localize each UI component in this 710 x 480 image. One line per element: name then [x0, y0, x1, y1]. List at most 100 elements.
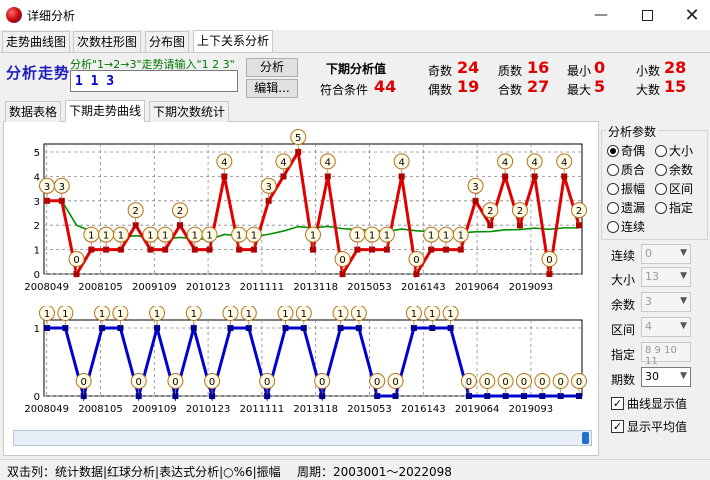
value-bubble — [424, 306, 441, 321]
x-tick-label: 2019093 — [509, 404, 554, 415]
data-label: 0 — [546, 255, 552, 266]
next-analysis-title: 下期分析值 — [326, 62, 387, 76]
radio-consecutive[interactable]: 连续 — [607, 218, 645, 235]
value-bubble — [497, 373, 514, 389]
value-bubble — [571, 202, 587, 219]
value-bubble — [405, 306, 422, 321]
value-bubble — [295, 306, 312, 321]
field-big-small-label: 大小 — [611, 273, 636, 287]
radio-amplitude[interactable]: 振幅 — [607, 180, 645, 197]
x-tick-label: 2011111 — [240, 404, 285, 415]
tab-next-count[interactable]: 下期次数统计 — [149, 101, 230, 122]
data-label: 3 — [265, 182, 271, 193]
data-label: 4 — [221, 157, 227, 168]
data-label: 1 — [356, 309, 362, 320]
data-label: 4 — [325, 157, 331, 168]
minimize-icon[interactable]: — — [594, 7, 608, 23]
value-bubble — [442, 306, 459, 321]
value-bubble — [511, 202, 528, 219]
data-point — [546, 271, 553, 277]
field-specified-label: 指定 — [611, 348, 636, 362]
data-label: 2 — [517, 206, 523, 217]
title-bar: 详细分析 — ✕ — [0, 0, 710, 30]
show-average-checkbox[interactable]: ✓ 显示平均值 — [611, 420, 688, 434]
big-small-select[interactable]: 13 ▼ — [641, 267, 691, 287]
period-label: 周期： — [297, 465, 334, 479]
value-bubble — [552, 373, 569, 389]
x-tick-label: 2016143 — [401, 404, 446, 415]
data-label: 5 — [295, 133, 301, 144]
periods-select[interactable]: 30 ▼ — [641, 367, 691, 387]
data-label: 2 — [576, 206, 582, 217]
data-point — [295, 149, 302, 155]
value-bubble — [57, 306, 74, 321]
tab-next-trend[interactable]: 下期走势曲线 — [65, 100, 146, 122]
data-point — [319, 393, 326, 399]
horizontal-scrollbar[interactable] — [13, 430, 592, 446]
data-label: 1 — [44, 309, 50, 320]
specified-input[interactable]: 8 9 10 11 — [641, 342, 691, 367]
value-bubble — [222, 306, 239, 321]
radio-interval[interactable]: 区间 — [655, 180, 693, 197]
data-point — [576, 222, 582, 229]
status-bar: 双击列：统计数据|红球分析|表达式分析|○%6|振幅 周期： 2003001～2… — [0, 459, 710, 479]
data-label: 1 — [443, 231, 449, 242]
data-point — [172, 393, 179, 399]
close-icon[interactable]: ✕ — [684, 4, 700, 26]
tab-count-bar-chart[interactable]: 次数柱形图 — [73, 31, 142, 52]
radio-missing[interactable]: 遗漏 — [607, 199, 645, 216]
maximize-icon[interactable] — [624, 0, 670, 30]
radio-prime-composite[interactable]: 质合 — [607, 161, 645, 178]
data-point — [80, 393, 87, 399]
data-label: 1 — [62, 309, 68, 320]
tab-data-table[interactable]: 数据表格 — [5, 101, 62, 122]
data-point — [502, 393, 509, 399]
data-label: 1 — [301, 309, 307, 320]
data-label: 1 — [447, 309, 453, 320]
consecutive-select[interactable]: 0 ▼ — [641, 244, 691, 264]
data-label: 0 — [539, 377, 545, 388]
scroll-thumb[interactable] — [582, 432, 589, 444]
radio-specified[interactable]: 指定 — [655, 199, 693, 216]
data-point — [413, 271, 420, 277]
value-bubble — [94, 306, 111, 321]
match-label: 符合条件 — [320, 83, 369, 97]
data-point — [264, 393, 271, 399]
value-bubble — [39, 306, 55, 321]
data-point — [502, 173, 509, 180]
analyze-button[interactable]: 分析 — [246, 58, 298, 77]
value-bubble — [482, 202, 499, 219]
data-label: 0 — [557, 377, 563, 388]
edit-button[interactable]: 编辑... — [246, 79, 298, 98]
data-label: 0 — [576, 377, 582, 388]
value-bubble — [393, 153, 410, 170]
value-bubble — [149, 306, 166, 321]
tab-distribution[interactable]: 分布图 — [145, 31, 190, 52]
value-bubble — [408, 251, 425, 267]
value-bubble — [467, 177, 484, 194]
data-label: 2 — [487, 206, 493, 217]
show-curve-values-checkbox[interactable]: ✓ 曲线显示值 — [611, 397, 688, 411]
radio-big-small[interactable]: 大小 — [655, 142, 693, 159]
remainder-select[interactable]: 3 ▼ — [641, 292, 691, 312]
data-label: 1 — [103, 231, 109, 242]
value-bubble — [167, 373, 184, 389]
x-tick-label: 2016143 — [401, 282, 446, 293]
field-consecutive-label: 连续 — [611, 249, 636, 263]
data-label: 0 — [413, 255, 419, 266]
data-point — [162, 246, 169, 253]
radio-remainder[interactable]: 余数 — [655, 161, 693, 178]
pattern-input[interactable] — [70, 70, 238, 92]
data-label: 4 — [502, 157, 508, 168]
data-label: 1 — [88, 231, 94, 242]
value-bubble — [157, 226, 174, 243]
x-tick-label: 2011111 — [240, 282, 285, 293]
x-tick-label: 2019064 — [455, 282, 500, 293]
tab-trend-chart[interactable]: 走势曲线图 — [2, 31, 71, 52]
data-label: 1 — [162, 231, 168, 242]
pattern-hint: 分析"1→2→3"走势请输入"1 2 3" — [70, 58, 235, 71]
interval-select[interactable]: 4 ▼ — [641, 317, 691, 337]
radio-odd-even[interactable]: 奇偶 — [607, 142, 645, 159]
tab-relation-analysis[interactable]: 上下关系分析 — [193, 30, 274, 52]
value-bubble — [497, 153, 514, 170]
